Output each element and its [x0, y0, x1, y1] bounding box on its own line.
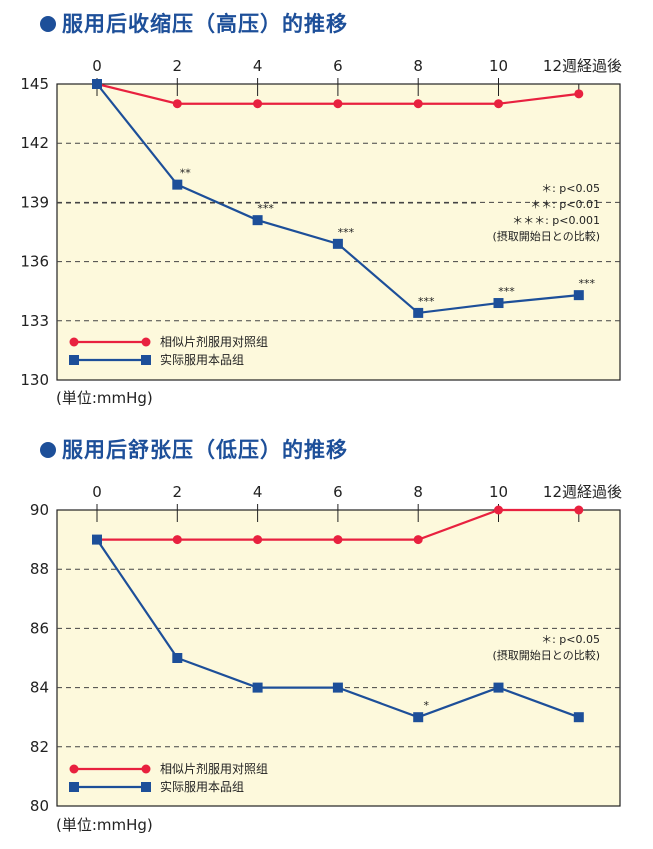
y-tick-label: 133: [20, 312, 49, 330]
significance-note: ＊: p<0.05: [541, 633, 600, 646]
y-tick-label: 88: [30, 560, 49, 578]
data-point: [92, 534, 102, 545]
data-point: [253, 535, 263, 545]
legend-marker: [69, 355, 79, 365]
bullet-dot-icon: [40, 16, 56, 32]
y-tick-label: 130: [20, 371, 49, 389]
chart-panel-systolic: 服用后收缩压（高压）的推移 145 142 139 136 133 130 0 2 4 6 8 10 1…: [0, 0, 653, 420]
x-tick-label: 0: [92, 57, 102, 75]
x-tick-label: 8: [413, 483, 423, 501]
chart-title: 服用后舒张压（低压）的推移: [40, 434, 348, 464]
data-point: [413, 712, 424, 723]
unit-label: (単位:mmHg): [56, 816, 153, 834]
data-point: [172, 535, 182, 545]
data-point: [413, 535, 423, 545]
y-tick-label: 90: [30, 501, 49, 519]
data-point: [494, 505, 503, 515]
significance-label: **: [180, 167, 192, 180]
y-tick-label: 86: [30, 619, 49, 637]
data-point: [574, 505, 584, 515]
y-tick-label: 145: [20, 75, 49, 93]
x-tick-label: 2: [173, 483, 183, 501]
significance-label: ***: [579, 277, 596, 290]
chart-title-text: 服用后舒张压（低压）的推移: [62, 438, 348, 462]
significance-note: (摂取開始日との比較): [493, 229, 600, 243]
unit-label: (単位:mmHg): [56, 389, 153, 407]
x-tick-label: 4: [253, 483, 263, 501]
x-tick-label: 12週経過後: [543, 483, 622, 501]
x-tick-label: 0: [92, 483, 102, 501]
legend-marker: [69, 782, 79, 792]
x-tick-label: 12週経過後: [543, 57, 622, 75]
legend-label: 实际服用本品组: [160, 352, 244, 367]
data-point: [573, 290, 584, 301]
chart-title: 服用后收缩压（高压）的推移: [40, 8, 348, 38]
legend-label: 相似片剂服用对照组: [160, 334, 268, 349]
x-tick-label: 10: [489, 483, 508, 501]
data-point: [413, 307, 424, 318]
y-tick-label: 80: [30, 797, 49, 815]
data-point: [493, 298, 504, 309]
data-point: [413, 99, 423, 109]
significance-label: ***: [338, 226, 355, 239]
legend-label: 实际服用本品组: [160, 779, 244, 794]
chart-title-text: 服用后收缩压（高压）的推移: [62, 12, 348, 36]
bullet-dot-icon: [40, 442, 56, 458]
legend-marker: [141, 355, 151, 365]
significance-note: ＊＊: p<0.01: [530, 198, 600, 211]
y-tick-label: 84: [30, 679, 49, 697]
x-tick-label: 8: [413, 57, 423, 75]
significance-note: ＊＊＊: p<0.001: [512, 214, 600, 227]
data-point: [253, 99, 263, 109]
legend-marker: [141, 782, 151, 792]
data-point: [332, 682, 343, 693]
data-point: [573, 712, 584, 723]
legend-marker: [69, 764, 79, 774]
data-point: [172, 179, 183, 190]
x-tick-label: 6: [333, 483, 343, 501]
plot-area: [56, 509, 621, 807]
significance-label: *: [423, 699, 429, 712]
data-point: [494, 99, 503, 109]
legend-marker: [141, 337, 151, 347]
data-point: [493, 682, 504, 693]
x-tick-label: 4: [253, 57, 263, 75]
significance-label: ***: [498, 285, 515, 298]
data-point: [252, 682, 263, 693]
data-point: [574, 89, 584, 99]
legend-marker: [69, 337, 79, 347]
data-point: [332, 238, 343, 249]
chart-svg: 90 88 86 84 82 80 0 2 4 6 8 10 12週経過後 * ＊: p<0.05 (摂取開始…: [30, 483, 622, 815]
data-point: [252, 215, 263, 226]
data-point: [333, 535, 343, 545]
significance-label: ***: [418, 295, 435, 308]
y-tick-label: 142: [20, 134, 49, 152]
y-tick-label: 136: [20, 253, 49, 271]
significance-note: (摂取開始日との比較): [493, 648, 600, 662]
data-point: [172, 653, 183, 663]
x-tick-label: 6: [333, 57, 343, 75]
x-tick-label: 10: [489, 57, 508, 75]
data-point: [333, 99, 343, 109]
legend-label: 相似片剂服用对照组: [160, 761, 268, 776]
chart-panel-diastolic: 服用后舒张压（低压）的推移 90 88 86 84 82 80 0 2 4 6 8 10 12週経過後 *…: [0, 424, 653, 849]
x-tick-label: 2: [173, 57, 183, 75]
plot-area: [56, 83, 621, 381]
data-point: [172, 99, 182, 109]
data-point: [92, 79, 102, 89]
significance-label: ***: [257, 202, 274, 215]
significance-note: ＊: p<0.05: [541, 182, 600, 195]
legend-marker: [141, 764, 151, 774]
y-tick-label: 82: [30, 738, 49, 756]
y-tick-label: 139: [20, 193, 49, 211]
